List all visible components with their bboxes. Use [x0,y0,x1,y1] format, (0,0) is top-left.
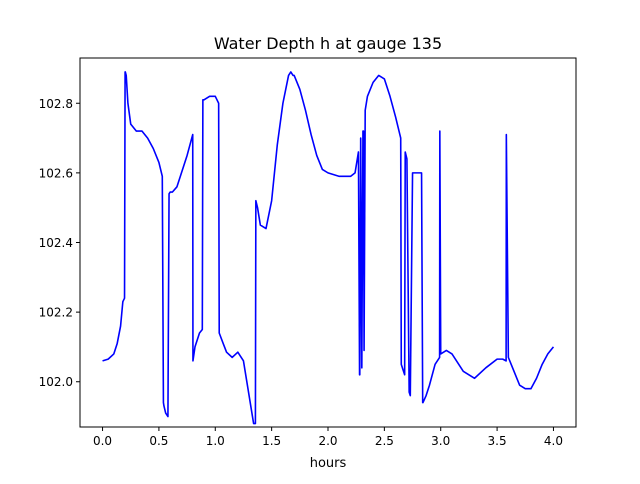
y-tick-label: 102.4 [39,236,73,250]
x-tick-label: 0.0 [93,434,112,448]
y-tick-label: 102.8 [39,97,73,111]
chart-title: Water Depth h at gauge 135 [214,34,442,53]
y-axis: 102.0 102.2 102.4 102.6 102.8 [39,97,80,389]
series-layer [102,71,555,425]
x-tick-label: 3.0 [431,434,450,448]
x-tick-label: 0.5 [149,434,168,448]
x-tick-label: 2.5 [375,434,394,448]
plot-area: 0.0 0.5 1.0 1.5 2.0 2.5 3.0 3.5 4.0 102.0102.210… [39,57,577,448]
x-tick-label: 2.0 [318,434,337,448]
x-tick-label: 4.0 [544,434,563,448]
series-line-0 [102,71,555,425]
x-tick-label: 1.5 [262,434,281,448]
y-tick-label: 102.0 [39,375,73,389]
plot-frame [79,57,577,428]
y-tick-label: 102.6 [39,166,73,180]
x-axis-label: hours [310,456,347,471]
x-axis: 0.0 0.5 1.0 1.5 2.0 2.5 3.0 3.5 4.0 [93,427,563,448]
y-tick-label: 102.2 [39,306,73,320]
x-tick-label: 1.0 [206,434,225,448]
x-tick-label: 3.5 [488,434,507,448]
